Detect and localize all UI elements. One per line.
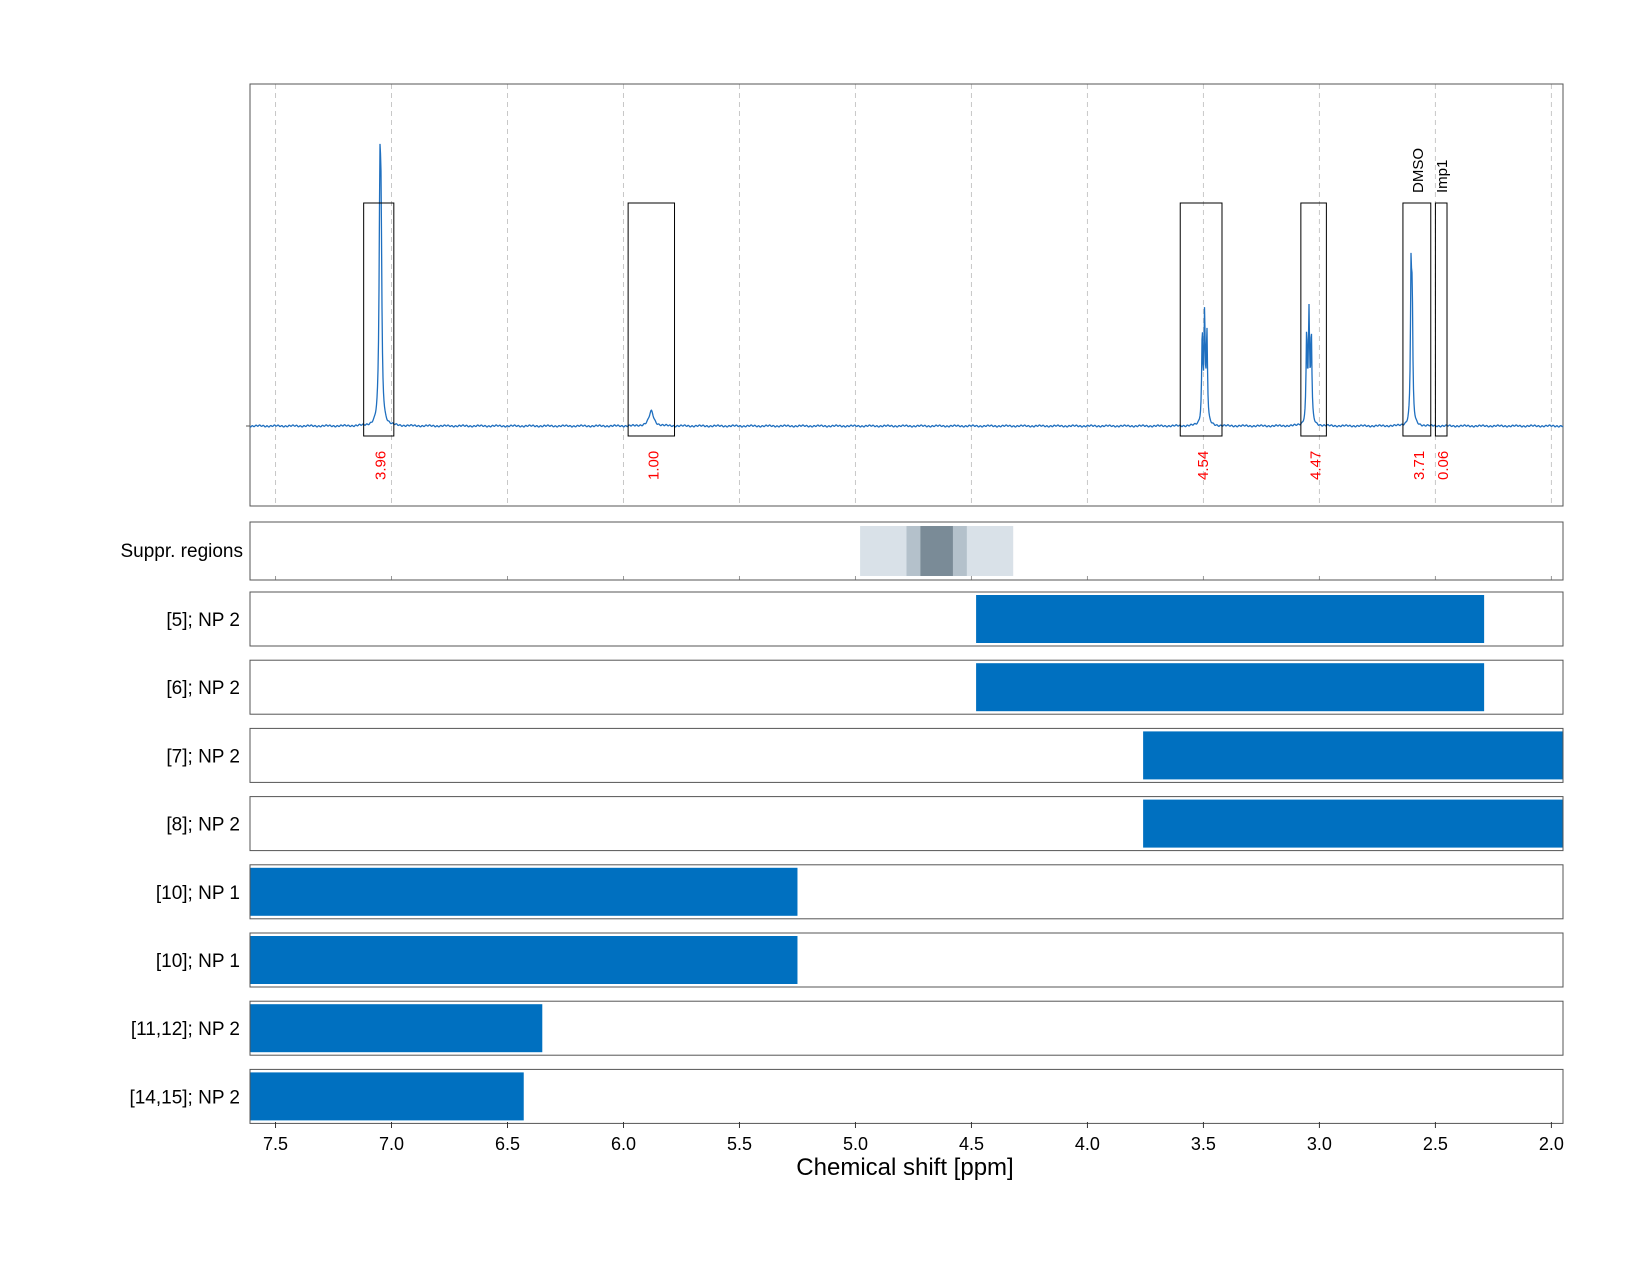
range-row: [6]; NP 2 <box>166 659 1564 715</box>
integration-region-box <box>1179 202 1223 437</box>
x-tick-label: 7.5 <box>263 1134 288 1154</box>
range-label: [5]; NP 2 <box>166 610 240 631</box>
range-frame <box>249 727 1564 783</box>
region-label: DMSO <box>1410 148 1427 193</box>
range-bar <box>250 1072 524 1121</box>
suppression-band <box>920 526 953 576</box>
integration-region-box <box>1402 202 1432 437</box>
range-label: [14,15]; NP 2 <box>129 1087 240 1108</box>
x-tick-label: 2.5 <box>1423 1134 1448 1154</box>
integral-value: 3.96 <box>373 451 390 480</box>
range-bar <box>250 867 798 916</box>
range-row: [10]; NP 1 <box>156 932 1564 988</box>
x-axis-label: Chemical shift [ppm] <box>796 1154 1013 1181</box>
x-tick-label: 4.5 <box>959 1134 984 1154</box>
integration-region-box <box>627 202 676 437</box>
integral-value: 0.06 <box>1435 451 1452 480</box>
range-frame <box>249 591 1564 647</box>
range-label: [11,12]; NP 2 <box>131 1019 240 1040</box>
range-frame <box>249 864 1564 920</box>
x-tick-label: 4.0 <box>1075 1134 1100 1154</box>
range-label: [6]; NP 2 <box>166 678 240 699</box>
range-row: [11,12]; NP 2 <box>131 1000 1564 1056</box>
suppression-label: Suppr. regions <box>120 541 243 562</box>
integral-value: 4.47 <box>1308 451 1325 480</box>
integration-region-box <box>1300 202 1327 437</box>
x-tick-label: 3.5 <box>1191 1134 1216 1154</box>
range-frame <box>249 796 1564 852</box>
range-bar <box>250 1004 543 1053</box>
spectrum-line <box>249 143 1564 428</box>
integral-value: 3.71 <box>1411 451 1428 480</box>
integral-value: 1.00 <box>645 451 662 480</box>
x-tick-label: 6.0 <box>611 1134 636 1154</box>
range-row: [10]; NP 1 <box>156 864 1564 920</box>
range-row: [5]; NP 2 <box>166 591 1564 647</box>
range-label: [7]; NP 2 <box>166 746 240 767</box>
range-bar <box>1143 799 1563 848</box>
x-tick-label: 6.5 <box>495 1134 520 1154</box>
range-bar <box>976 595 1485 643</box>
range-bar <box>1143 731 1563 780</box>
range-row: [7]; NP 2 <box>166 727 1564 783</box>
x-tick-label: 7.0 <box>379 1134 404 1154</box>
range-label: [10]; NP 1 <box>156 951 240 972</box>
integral-value: 4.54 <box>1195 451 1212 480</box>
integration-region-box <box>363 202 395 437</box>
range-row: [14,15]; NP 2 <box>129 1068 1564 1124</box>
x-tick-label: 5.5 <box>727 1134 752 1154</box>
range-frame <box>249 932 1564 988</box>
range-label: [8]; NP 2 <box>166 815 240 836</box>
range-label: [10]; NP 1 <box>156 883 240 904</box>
x-tick-label: 3.0 <box>1307 1134 1332 1154</box>
x-tick-label: 2.0 <box>1539 1134 1564 1154</box>
spectrum-frame <box>249 83 1564 507</box>
suppression-panel: Suppr. regions <box>120 521 1564 581</box>
x-axis: 7.5 7.0 6.5 6.0 5.5 5.0 4.5 4.0 3.5 3.0 2.5 2.0 <box>263 1122 1564 1154</box>
range-frame <box>249 1068 1564 1124</box>
x-tick-label: 5.0 <box>843 1134 868 1154</box>
range-row: [8]; NP 2 <box>166 796 1564 852</box>
range-frame <box>249 659 1564 715</box>
spectrum-panel: 3.96 1.00 4.54 4.47 3.71 DMSO 0.06 Imp1 <box>246 83 1564 507</box>
region-label: Imp1 <box>1434 160 1451 193</box>
range-frame <box>249 1000 1564 1056</box>
range-bar <box>250 936 798 984</box>
range-panels: [5]; NP 2 [6]; NP 2 [7]; NP 2 [8]; NP 2 [10]… <box>129 591 1564 1124</box>
range-bar <box>976 663 1485 712</box>
integration-region-box <box>1434 202 1448 437</box>
suppression-frame <box>249 521 1564 581</box>
